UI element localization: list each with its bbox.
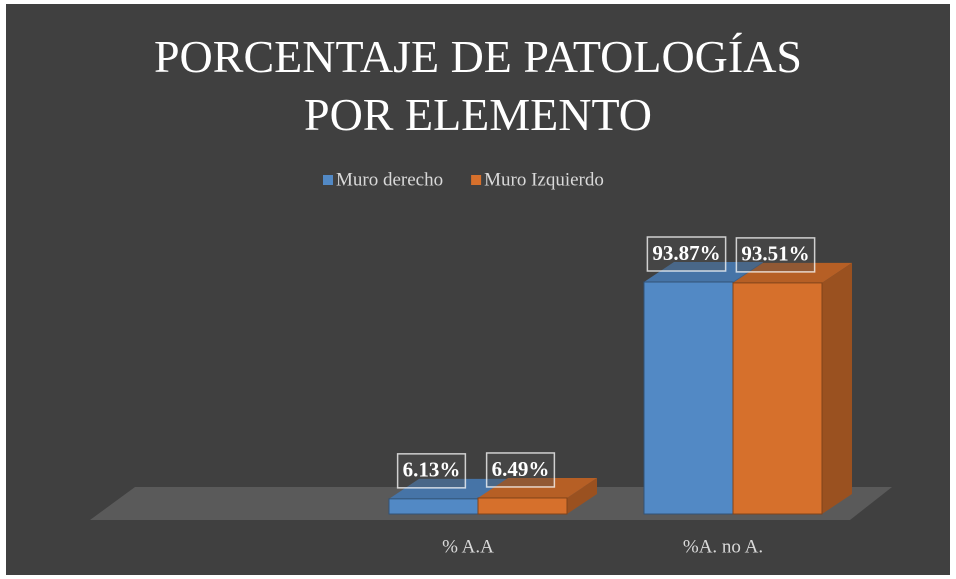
data-label-box (646, 236, 727, 272)
bar-top (389, 478, 508, 499)
bar (477, 497, 568, 515)
legend-swatch (323, 175, 333, 185)
data-label: 6.13% (403, 458, 461, 482)
data-label-box (485, 452, 556, 488)
bar (643, 281, 734, 515)
data-label: 93.87% (652, 241, 720, 265)
bar-side (567, 477, 597, 514)
legend-label: Muro derecho (336, 169, 443, 190)
data-label: 93.51% (741, 242, 809, 266)
bar-top (733, 262, 852, 283)
data-label: 6.49% (492, 457, 550, 481)
bar-side (822, 262, 852, 514)
bar (388, 498, 479, 515)
x-tick-label: %A. no A. (683, 536, 763, 557)
data-label-box (396, 453, 467, 489)
legend-swatch (471, 175, 482, 185)
x-tick-label: % A.A (442, 536, 494, 557)
chart-title: PORCENTAJE DE PATOLOGÍAS POR ELEMENTO (153, 31, 803, 140)
bar (732, 282, 823, 515)
bar-top (478, 477, 597, 498)
data-label-box (735, 237, 816, 273)
bar-top (644, 262, 763, 282)
legend-label: Muro Izquierdo (484, 169, 604, 190)
